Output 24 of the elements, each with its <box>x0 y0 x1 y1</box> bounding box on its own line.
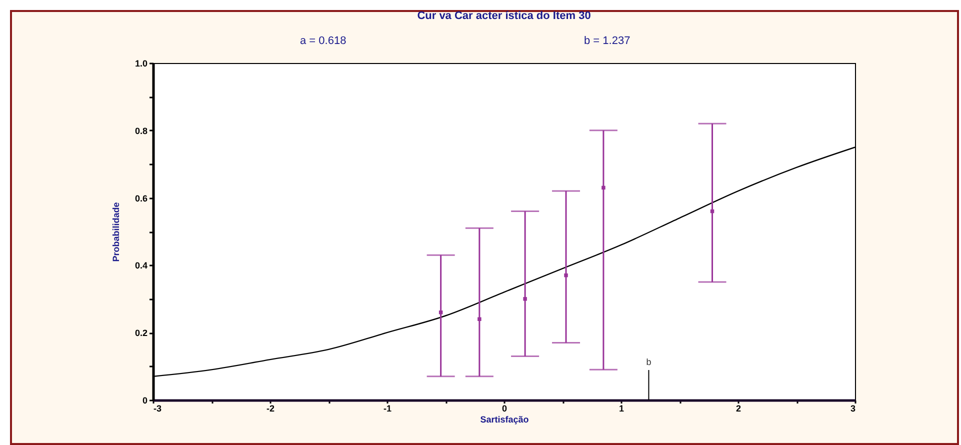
x-tick-label: 3 <box>850 404 856 414</box>
x-tick-label: 1 <box>618 404 624 414</box>
x-tick-label: 0 <box>502 404 508 414</box>
text: b = 1.237 <box>584 35 630 47</box>
x-tick-label: -3 <box>154 404 162 414</box>
x-tick-label: -2 <box>266 404 275 414</box>
x-axis-title: Sartisfação <box>480 414 530 424</box>
y-axis-title: Probabilidade <box>110 202 121 262</box>
x-tick-label: -1 <box>383 404 392 414</box>
y-tick-label: 0 <box>142 396 148 406</box>
chart-title: Cur va Car acter ística do Item 30 <box>417 10 591 22</box>
point <box>478 317 482 321</box>
y-tick-label: 0.8 <box>134 126 148 136</box>
point <box>564 273 568 278</box>
x-tick-label: 2 <box>736 404 742 414</box>
text: a = 0.618 <box>300 35 346 47</box>
y-tick-label: 1.0 <box>134 58 148 68</box>
ref-line-label: b <box>646 357 652 367</box>
y-tick-label: 0.4 <box>134 260 148 271</box>
y-tick-label: 0.2 <box>134 328 148 338</box>
point <box>523 297 527 301</box>
point <box>438 310 443 314</box>
y-tick-label: 0.6 <box>134 193 148 204</box>
point <box>602 186 606 190</box>
